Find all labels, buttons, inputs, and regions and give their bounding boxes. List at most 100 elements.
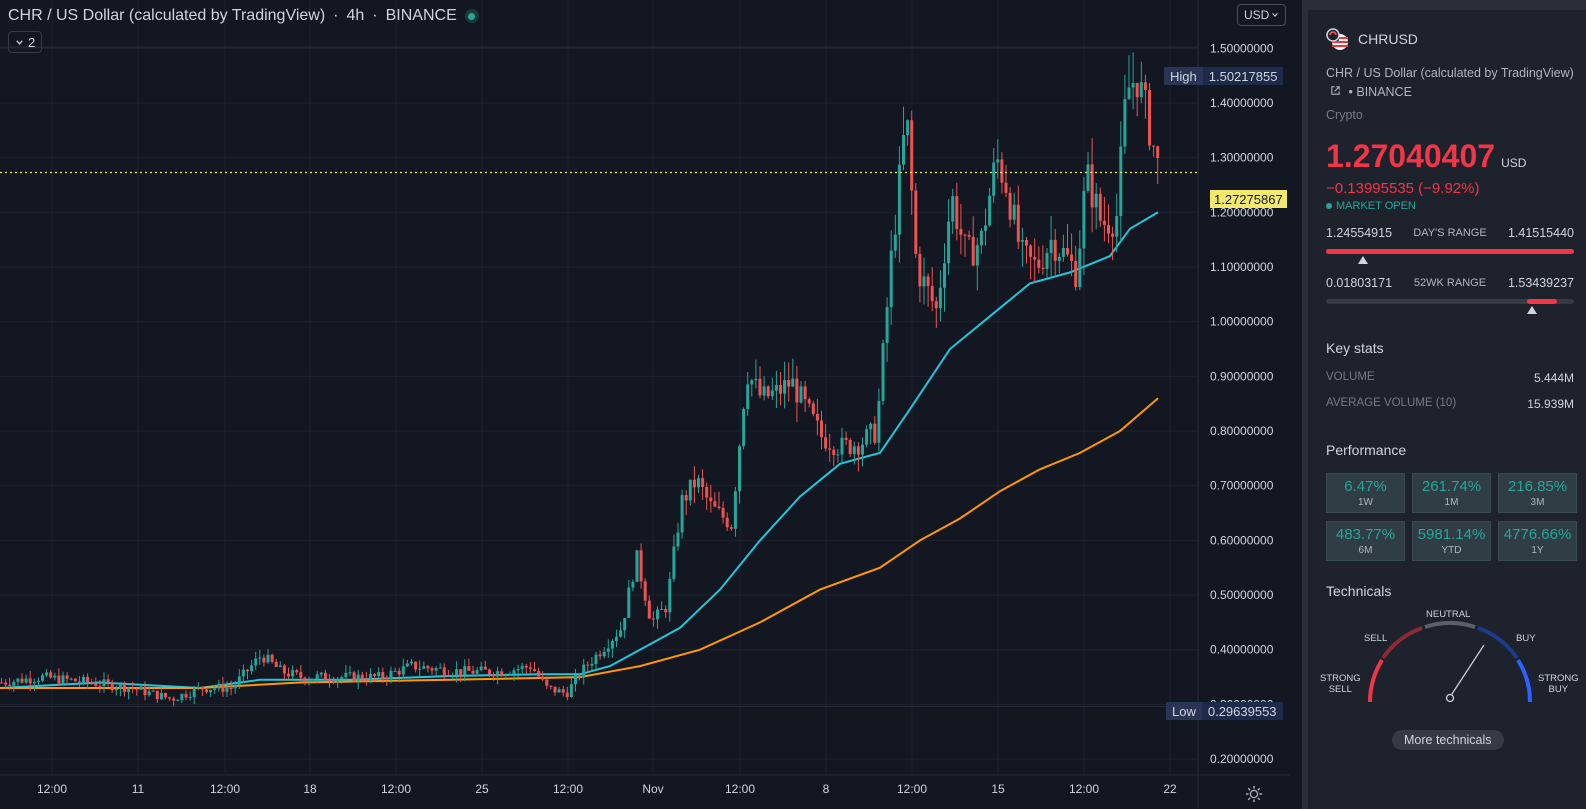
candle-body (1033, 256, 1037, 260)
candle-body (123, 684, 126, 693)
time-axis-label: 18 (303, 782, 317, 796)
low-value: 0.29639553 (1201, 702, 1283, 720)
candle-body (697, 478, 700, 488)
candle-body (278, 665, 282, 667)
candle-body (705, 487, 709, 498)
candle-body (159, 692, 163, 700)
chart-area[interactable]: 1.50000000 1.40000000 1.30000000 1.20000000… (0, 0, 1300, 809)
candle-body (520, 665, 524, 670)
candle-body (967, 235, 971, 237)
candle-body (1148, 89, 1151, 146)
wk52-range-row: 0.01803171 52WK RANGE 1.53439237 (1326, 276, 1574, 290)
crypto-flag-icon (1326, 28, 1348, 50)
candle-body (1131, 82, 1135, 88)
performance-cell[interactable]: 216.85% 3M (1498, 473, 1577, 513)
candle-body (791, 378, 795, 387)
candle-body (438, 667, 442, 669)
candle-body (549, 685, 553, 687)
candle-body (586, 664, 590, 666)
price-axis-label: 0.20000000 (1210, 752, 1274, 766)
candle-body (795, 378, 799, 403)
indicators-toggle-button[interactable]: 2 (8, 31, 43, 53)
candle-body (688, 479, 692, 501)
candle-body (90, 682, 94, 684)
candle-body (1078, 248, 1082, 288)
candle-body (537, 670, 541, 677)
candle-body (623, 617, 627, 631)
days-range-row: 1.24554915 DAY'S RANGE 1.41515440 (1326, 226, 1574, 240)
interval-label[interactable]: 4h (346, 7, 365, 24)
candle-body (938, 287, 942, 309)
last-price-value: 1.27040407 (1326, 138, 1496, 174)
performance-cell[interactable]: 4776.66% 1Y (1498, 521, 1577, 561)
candle-body (184, 693, 188, 698)
candle-body (647, 600, 651, 619)
performance-period: 1W (1358, 497, 1373, 508)
candle-body (799, 386, 803, 403)
performance-cell[interactable]: 261.74% 1M (1412, 473, 1491, 513)
days-range-bar (1326, 249, 1574, 254)
candle-body (610, 641, 614, 649)
currency-label: USD (1244, 8, 1270, 22)
gauge-label-strong: STRONG (1320, 673, 1361, 684)
candle-body (848, 439, 852, 454)
time-axis-label: 12:00 (553, 782, 583, 796)
performance-period: 3M (1530, 497, 1545, 508)
price-axis-label: 1.40000000 (1210, 96, 1274, 110)
symbol-title[interactable]: CHR / US Dollar (calculated by TradingVi… (8, 7, 326, 24)
panel-symbol-name[interactable]: CHRUSD (1358, 31, 1418, 47)
exchange-label[interactable]: BINANCE (385, 7, 457, 24)
currency-select[interactable]: USD (1237, 4, 1287, 26)
candle-body (442, 667, 446, 676)
candle-body (328, 680, 331, 682)
candle-body (131, 688, 135, 690)
candle-body (500, 671, 504, 677)
time-axis-label: 12:00 (210, 782, 240, 796)
candle-body (356, 674, 360, 682)
candle-body (1020, 239, 1024, 242)
time-axis-label: 8 (823, 782, 830, 796)
candle-body (1115, 216, 1119, 237)
candle-body (803, 386, 807, 400)
candle-body (963, 234, 967, 236)
candle-body (86, 676, 90, 683)
candle-body (127, 688, 131, 693)
chart-settings-icon[interactable] (1245, 785, 1263, 803)
market-status-dot-icon (464, 9, 479, 23)
description-exchange[interactable]: BINANCE (1356, 85, 1412, 99)
candle-body (1098, 193, 1102, 221)
candle-body (992, 162, 996, 196)
candle-body (459, 669, 463, 676)
candle-body (20, 678, 24, 683)
candle-body (463, 666, 467, 676)
candle-body (512, 670, 516, 675)
indicators-count: 2 (28, 34, 36, 50)
external-link-icon[interactable] (1330, 85, 1341, 96)
more-technicals-button[interactable]: More technicals (1392, 730, 1504, 750)
price-chart[interactable]: 1.50000000 1.40000000 1.30000000 1.20000000… (0, 0, 1290, 809)
legend-separator: · (333, 7, 339, 24)
candle-body (266, 654, 270, 663)
candle-body (426, 666, 430, 669)
candle-body (984, 225, 987, 231)
performance-cell[interactable]: 483.77% 6M (1326, 521, 1405, 561)
candle-body (832, 449, 836, 456)
performance-cell[interactable]: 6.47% 1W (1326, 473, 1405, 513)
technicals-gauge[interactable]: NEUTRAL SELL BUY STRONG SELL STRONG BUY (1308, 605, 1586, 725)
candle-body (118, 684, 122, 689)
candle-body (955, 196, 959, 230)
candle-body (1025, 239, 1028, 246)
candle-body (651, 618, 655, 620)
price-axis-label: 1.00000000 (1210, 315, 1274, 329)
performance-title: Performance (1326, 442, 1407, 458)
candle-body (1102, 220, 1106, 225)
days-range-label: DAY'S RANGE (1413, 227, 1487, 239)
candle-body (770, 390, 774, 397)
candle-body (1074, 260, 1078, 288)
performance-cell[interactable]: 5981.14% YTD (1412, 521, 1491, 561)
candle-body (897, 164, 901, 235)
gauge-label-neutral: NEUTRAL (1426, 609, 1471, 620)
candle-body (233, 684, 237, 689)
candle-body (660, 608, 664, 610)
candle-body (225, 687, 229, 692)
